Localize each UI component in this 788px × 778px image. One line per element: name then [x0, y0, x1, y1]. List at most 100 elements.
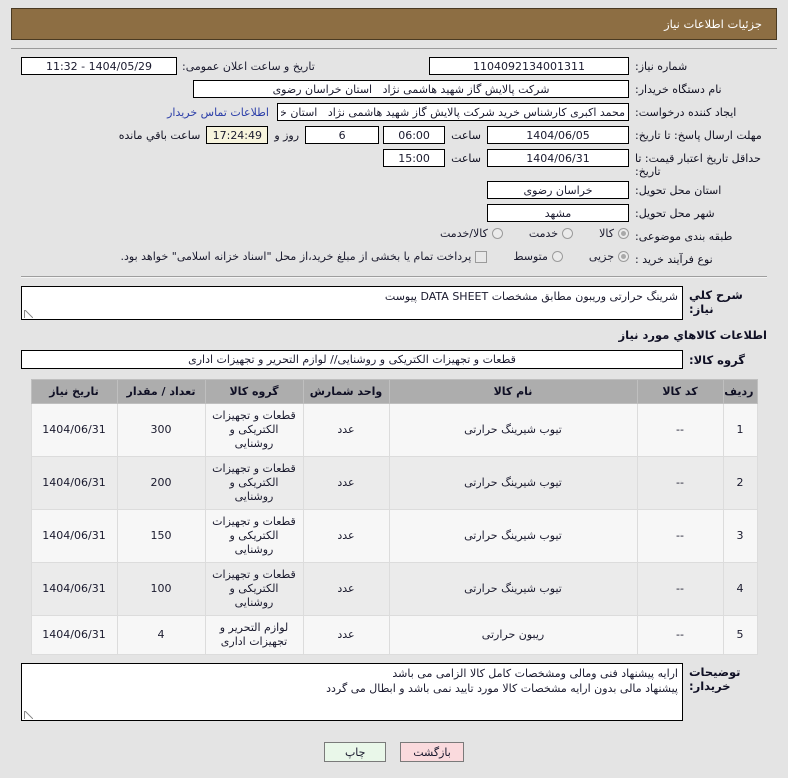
- radio-off-icon: [491, 228, 503, 239]
- radio-category-kala[interactable]: کالا: [599, 227, 629, 240]
- table-row: 3 -- تیوب شیرینگ حرارتی عدد قطعات و تجهیزات …: [30, 509, 758, 563]
- delivery-province-label: استان محل تحویل:: [635, 184, 722, 197]
- cell-code: --: [636, 509, 724, 563]
- row-goods-group: گروه کالا: قطعات و تجهیزات الکتریکی و رو…: [21, 350, 767, 369]
- row-delivery-city: شهر محل تحویل:: [21, 204, 767, 224]
- checkbox-icon: [475, 250, 488, 263]
- action-button-bar: بازگشت چاپ: [0, 742, 788, 762]
- cell-radif: 4: [722, 562, 758, 616]
- row-buyer-notes: توضیحات خریدار: ارایه پیشنهاد فنی ومالی …: [21, 663, 767, 721]
- cell-radif: 3: [722, 509, 758, 563]
- general-description-label: شرح کلي نياز:: [689, 288, 743, 316]
- goods-table: ردیف کد کالا نام کالا واحد شمارش گروه کا…: [30, 379, 758, 655]
- cell-unit: عدد: [302, 456, 390, 510]
- row-general-description: شرح کلي نياز: شرینگ حرارتی وریبون مطابق …: [21, 286, 767, 320]
- radio-category-kala-label: کالا: [599, 227, 614, 240]
- radio-off-icon: [551, 251, 563, 262]
- remaining-days-label: روز و: [274, 128, 300, 142]
- table-row: 1 -- تیوب شیرینگ حرارتی عدد قطعات و تجهیزات …: [30, 403, 758, 457]
- delivery-city-input[interactable]: [487, 204, 629, 222]
- cell-name: تیوب شیرینگ حرارتی: [388, 456, 638, 510]
- requester-input[interactable]: [277, 103, 629, 121]
- cell-group: لوازم التحریر و تجهیزات اداری: [204, 615, 304, 655]
- radio-process-jozei-label: جزیی: [588, 250, 614, 263]
- col-name: نام کالا: [388, 379, 638, 404]
- back-button[interactable]: بازگشت: [400, 742, 464, 762]
- page-title: جزئیات اطلاعات نیاز: [664, 17, 762, 31]
- radio-process-motavaset-label: متوسط: [513, 250, 548, 263]
- content-panel: شماره نیاز: تاریخ و ساعت اعلان عمومی: نا…: [11, 48, 777, 733]
- response-deadline-time-label: ساعت: [451, 128, 481, 142]
- cell-name: تیوب شیرینگ حرارتی: [388, 509, 638, 563]
- row-delivery-province: استان محل تحویل:: [21, 181, 767, 201]
- general-description-textarea[interactable]: شرینگ حرارتی وریبون مطابق مشخصات DATA SH…: [21, 286, 683, 320]
- row-requester: ایجاد کننده درخواست: اطلاعات تماس خریدار: [21, 103, 767, 123]
- cell-qty: 100: [116, 562, 206, 616]
- checkbox-treasury-bonds[interactable]: پرداخت تمام یا بخشی از مبلغ خرید،از محل …: [121, 250, 488, 263]
- row-price-validity: حداقل تاریخ اعتبار قیمت: تا تاریخ: ساعت: [21, 149, 767, 178]
- radio-on-icon: [618, 228, 629, 239]
- price-validity-time-input[interactable]: [383, 149, 446, 167]
- page-title-bar: جزئیات اطلاعات نیاز: [11, 8, 777, 40]
- section-divider: [21, 276, 767, 278]
- response-deadline-date-input[interactable]: [487, 126, 629, 144]
- goods-table-body: 1 -- تیوب شیرینگ حرارتی عدد قطعات و تجهیزات …: [30, 403, 758, 655]
- row-subject-category: طبقه بندی موضوعی: کالا خدمت کالا/خدمت: [21, 227, 767, 247]
- row-response-deadline: مهلت ارسال پاسخ: تا تاریخ: ساعت روز و سا…: [21, 126, 767, 146]
- buyer-org-label: نام دستگاه خریدار:: [635, 83, 722, 96]
- print-button[interactable]: چاپ: [324, 742, 387, 762]
- cell-date: 1404/06/31: [30, 403, 118, 457]
- table-row: 2 -- تیوب شیرینگ حرارتی عدد قطعات و تجهیزات …: [30, 456, 758, 510]
- price-validity-date-input[interactable]: [487, 149, 629, 167]
- need-number-input[interactable]: [429, 57, 629, 75]
- col-unit: واحد شمارش: [302, 379, 390, 404]
- cell-unit: عدد: [302, 509, 390, 563]
- cell-code: --: [636, 562, 724, 616]
- cell-qty: 150: [116, 509, 206, 563]
- cell-radif: 2: [722, 456, 758, 510]
- purchase-process-label: نوع فرآیند خرید :: [635, 253, 713, 266]
- delivery-city-label: شهر محل تحویل:: [635, 207, 715, 220]
- radio-process-motavaset[interactable]: متوسط: [513, 250, 563, 263]
- goods-group-label: گروه کالا:: [689, 352, 745, 367]
- goods-group-value[interactable]: قطعات و تجهیزات الکتریکی و روشنایی// لوا…: [21, 350, 683, 369]
- need-number-label: شماره نیاز:: [635, 60, 688, 73]
- buyer-org-input[interactable]: [193, 80, 629, 98]
- checkbox-treasury-bonds-label: پرداخت تمام یا بخشی از مبلغ خرید،از محل …: [120, 250, 472, 263]
- cell-name: ریبون حرارتی: [388, 615, 638, 655]
- announce-date-input[interactable]: [21, 57, 177, 75]
- cell-unit: عدد: [302, 615, 390, 655]
- col-qty: تعداد / مقدار: [116, 379, 206, 404]
- col-code: کد کالا: [636, 379, 724, 404]
- cell-date: 1404/06/31: [30, 615, 118, 655]
- cell-code: --: [636, 403, 724, 457]
- buyer-notes-textarea[interactable]: ارایه پیشنهاد فنی ومالی ومشخصات کامل کال…: [21, 663, 683, 721]
- remaining-countdown-input[interactable]: [206, 126, 269, 144]
- cell-group: قطعات و تجهیزات الکتریکی و روشنایی: [204, 403, 304, 457]
- radio-off-icon: [562, 228, 574, 239]
- radio-category-khedmat-label: خدمت: [528, 227, 559, 240]
- delivery-province-input[interactable]: [487, 181, 629, 199]
- radio-category-khedmat[interactable]: خدمت: [528, 227, 574, 240]
- table-row: 4 -- تیوب شیرینگ حرارتی عدد قطعات و تجهیزات …: [30, 562, 758, 616]
- row-buyer-org: نام دستگاه خریدار:: [21, 80, 767, 100]
- row-purchase-process: نوع فرآیند خرید : جزیی متوسط پرداخت تمام…: [21, 250, 767, 270]
- price-validity-label: حداقل تاریخ اعتبار قیمت: تا تاریخ:: [635, 152, 761, 178]
- remaining-days-input[interactable]: [305, 126, 380, 144]
- table-row: 5 -- ریبون حرارتی عدد لوازم التحریر و تجهیزا…: [30, 615, 758, 655]
- response-deadline-time-input[interactable]: [383, 126, 446, 144]
- announce-date-label: تاریخ و ساعت اعلان عمومی:: [182, 59, 315, 73]
- response-deadline-label: مهلت ارسال پاسخ: تا تاریخ:: [635, 129, 762, 142]
- remaining-countdown-label: ساعت باقي مانده: [118, 128, 201, 142]
- radio-category-kala-khedmat-label: کالا/خدمت: [440, 227, 488, 240]
- radio-process-jozei[interactable]: جزیی: [589, 250, 629, 263]
- radio-category-kala-khedmat[interactable]: کالا/خدمت: [440, 227, 503, 240]
- cell-date: 1404/06/31: [30, 456, 118, 510]
- buyer-contact-link[interactable]: اطلاعات تماس خریدار: [167, 105, 269, 119]
- cell-date: 1404/06/31: [30, 562, 118, 616]
- cell-qty: 200: [116, 456, 206, 510]
- cell-unit: عدد: [302, 562, 390, 616]
- cell-radif: 1: [722, 403, 758, 457]
- cell-name: تیوب شیرینگ حرارتی: [388, 403, 638, 457]
